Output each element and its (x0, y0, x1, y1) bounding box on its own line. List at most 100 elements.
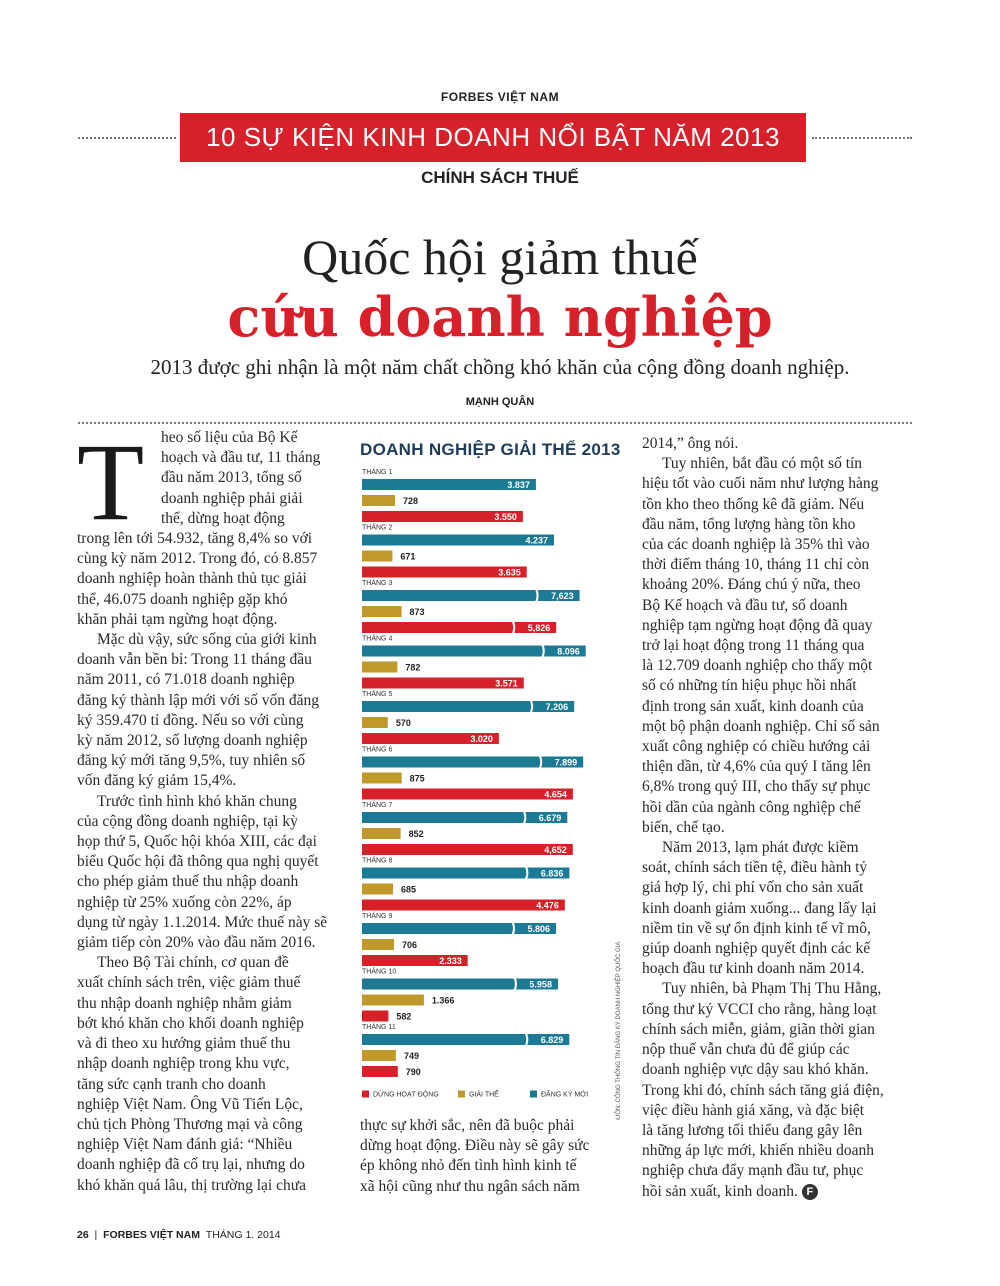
text-line: doanh vẫn bền bỉ: Trong 11 tháng đầu (77, 651, 312, 669)
text-line: cho phép giảm thuế thu nhập doanh (77, 873, 299, 891)
text-line: hồi dần của ngành công nghiệp chế (642, 798, 861, 816)
text-line: thiện dần, từ 4,6% của quý I tăng lên (642, 758, 871, 776)
text-line: trở lại hoạt động trong 11 tháng qua (642, 637, 865, 655)
bar-dừng-hoạt-động (362, 733, 499, 744)
text-line: khó khăn quá lâu, thị trường lại chưa (77, 1176, 307, 1194)
bar-giải-thể (362, 883, 393, 895)
data-label: 790 (406, 1067, 421, 1077)
text-line: doanh nghiệp đã cố trụ lại, nhưng do (77, 1156, 305, 1174)
text-line: bớt khó khăn cho khối doanh nghiệp (77, 1014, 304, 1032)
bar-dừng-hoạt-động (362, 955, 468, 966)
data-label: 7.899 (555, 758, 578, 768)
data-label: 4.237 (525, 536, 548, 546)
data-label: 8.096 (557, 647, 580, 657)
text-line: những áp lực mới, khiến nhiều doanh (642, 1142, 875, 1160)
data-label: 3.837 (507, 480, 530, 490)
axis-break-mark (511, 619, 516, 636)
bar-dừng-hoạt-động (362, 788, 573, 800)
data-label: 570 (396, 718, 411, 728)
bar-đăng-ký-mới (362, 978, 558, 990)
text-line: họp thứ 5, Quốc hội khóa XIII, các đại (77, 833, 317, 851)
text-line: biến, chế tạo. (642, 818, 725, 836)
text-line: nghiệp chưa đẩy mạnh đầu tư, phục (642, 1162, 864, 1180)
bar-đăng-ký-mới (362, 867, 570, 879)
text-line: kinh doanh giảm xuống... đang lấy lại (642, 899, 877, 917)
data-label: 749 (404, 1051, 419, 1061)
dotted-rule-left (78, 137, 176, 139)
bar-dừng-hoạt-động (362, 622, 557, 633)
data-label: 3.550 (494, 512, 517, 522)
data-label: 4.654 (544, 790, 567, 800)
bar-giải-thể (362, 994, 424, 1006)
text-line: đầu năm, tổng lượng hàng tồn kho (642, 515, 856, 533)
series-banner: 10 SỰ KIỆN KINH DOANH NỔI BẬT NĂM 2013 (180, 113, 806, 162)
bar-giải-thể (362, 717, 388, 728)
data-label: 5,826 (528, 623, 551, 633)
text-line: trong lên tới 54.932, tăng 8,4% so với (77, 530, 313, 548)
bar-giải-thể (362, 661, 398, 673)
data-label: 6.679 (539, 813, 562, 823)
bar-chart: THÁNG 1 3.837 728 3.550 THÁNG 2 4.237 671 3.635… (362, 467, 588, 1099)
data-label: 7.206 (546, 702, 569, 712)
forbes-end-mark-icon: F (801, 1183, 818, 1200)
axis-break-mark (511, 920, 515, 937)
page-footer: 26 | FORBES VIỆT NAM THÁNG 1. 2014 (77, 1229, 281, 1241)
text-line: Theo Bộ Tài chính, cơ quan đề (97, 954, 289, 972)
text-line: hoạch đầu tư kinh doanh năm 2014. (642, 960, 865, 978)
bar-đăng-ký-mới (362, 1034, 570, 1045)
data-label: 782 (405, 663, 420, 673)
data-label: 3.020 (470, 734, 493, 744)
bar-đăng-ký-mới (362, 479, 536, 490)
bar-giải-thể (362, 495, 395, 506)
month-label: THÁNG 5 (362, 689, 392, 698)
text-line: kỳ năm 2012, số lượng doanh nghiệp (77, 732, 308, 750)
data-label: 875 (410, 774, 425, 784)
text-line: đăng ký thành lập mới với số vốn đăng (77, 691, 319, 709)
text-line: thực sự khởi sắc, nên đã buộc phải (360, 1117, 575, 1134)
footer-separator: | (94, 1229, 98, 1241)
month-label: THÁNG 7 (362, 800, 392, 809)
text-line: Mặc dù vậy, sức sống của giới kinh (97, 631, 317, 649)
month-label: THÁNG 3 (362, 578, 392, 587)
month-label: THÁNG 1 (362, 467, 392, 476)
text-line: chủ tịch Phòng Thương mại và công (77, 1115, 303, 1133)
legend-swatch (458, 1090, 465, 1098)
headline-line-1: Quốc hội giảm thuế (302, 229, 698, 285)
headline-line-2: cứu doanh nghiệp (227, 285, 773, 349)
data-label: 706 (402, 940, 417, 950)
text-line: hiệu tốt vào cuối năm như lượng hàng (642, 475, 879, 493)
data-label: 2.333 (439, 956, 462, 966)
text-line: 2014,” ông nói. (642, 435, 739, 452)
text-line: giảm tiếp còn 20% vào đầu năm 2016. (77, 934, 316, 952)
axis-break-mark (524, 865, 529, 881)
month-label: THÁNG 9 (362, 911, 392, 920)
text-line: Bộ Kế hoạch và đầu tư, số doanh (642, 596, 848, 614)
bar-đăng-ký-mới (362, 701, 575, 712)
text-line: hoạch và đầu tư, 11 tháng (161, 449, 321, 467)
text-line: heo số liệu của Bộ Kế (161, 429, 298, 446)
text-line: là 12.709 doanh nghiệp cho thấy một (642, 657, 873, 675)
bar-đăng-ký-mới (362, 645, 586, 657)
drop-cap: T (77, 421, 145, 543)
text-line: thu nhập doanh nghiệp nhằm giảm (77, 994, 292, 1012)
text-line: đăng ký mới tăng 9,5%, tuy nhiên số (77, 752, 306, 770)
text-line: Tuy nhiên, bắt đầu có một số tín (662, 455, 863, 473)
data-label: 852 (409, 829, 424, 839)
text-line: nghiệp tạm ngừng hoạt động đã quay (642, 616, 873, 634)
axis-break-mark (513, 976, 517, 992)
column-1-text: heo số liệu của Bộ Kế hoạch và đầu tư, 11… (77, 428, 339, 1196)
text-line: doanh nghiệp hoàn thành thủ tục giải (77, 570, 307, 588)
text-line: Trước tình hình khó khăn chung (97, 792, 297, 810)
text-line: năm 2011, có 71.018 doanh nghiệp (77, 671, 295, 689)
text-line: niềm tin về sự ổn định kinh tế vĩ mô, (642, 919, 871, 937)
data-label: 671 (400, 552, 415, 562)
bar-đăng-ký-mới (362, 812, 568, 823)
data-label: 873 (410, 607, 425, 617)
bar-dừng-hoạt-động (362, 1066, 398, 1077)
text-line: cùng kỳ năm 2012. Trong đó, có 8.857 (77, 550, 318, 568)
kicker: FORBES VIỆT NAM (440, 90, 560, 104)
text-line: việc điều hành giá xăng, và đặc biệt (642, 1101, 865, 1119)
data-label: 6.829 (541, 1035, 564, 1045)
footer-issue: THÁNG 1. 2014 (205, 1229, 281, 1241)
bar-giải-thể (362, 550, 393, 562)
